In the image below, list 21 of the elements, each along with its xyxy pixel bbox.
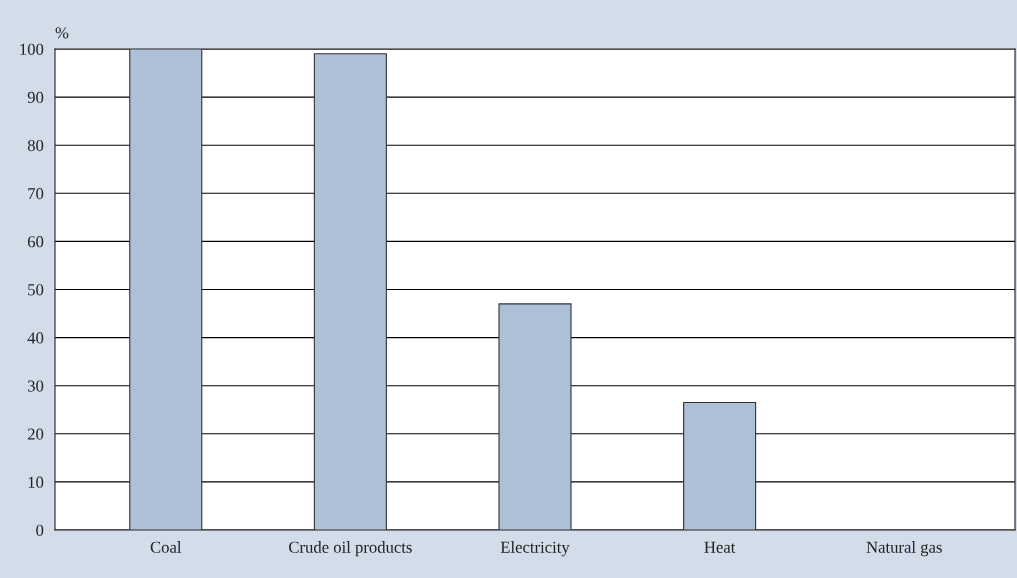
y-tick-label: 40 (27, 332, 44, 344)
bar (498, 303, 572, 530)
x-tick-label: Natural gas (866, 541, 942, 557)
y-tick-label: 30 (28, 380, 44, 392)
x-tick-label: Crude oil products (289, 541, 412, 557)
y-tick-label: 70 (28, 188, 44, 200)
y-tick-label: 10 (28, 476, 44, 488)
y-tick-label: 50 (28, 284, 44, 296)
bar (683, 401, 757, 530)
x-tick-label: Heat (704, 541, 736, 553)
y-axis-title: % (55, 27, 69, 39)
x-tick-label: Electricity (500, 541, 570, 557)
y-tick-label: 80 (27, 139, 44, 152)
y-tick-label: 60 (27, 236, 44, 248)
y-tick-label: 20 (27, 428, 44, 440)
bar (313, 53, 387, 530)
y-tick-label: 90 (27, 91, 44, 104)
x-tick-label: Coal (150, 541, 182, 553)
y-tick-label: 0 (36, 524, 44, 536)
y-tick-label: 100 (20, 43, 44, 55)
bar (129, 49, 203, 530)
